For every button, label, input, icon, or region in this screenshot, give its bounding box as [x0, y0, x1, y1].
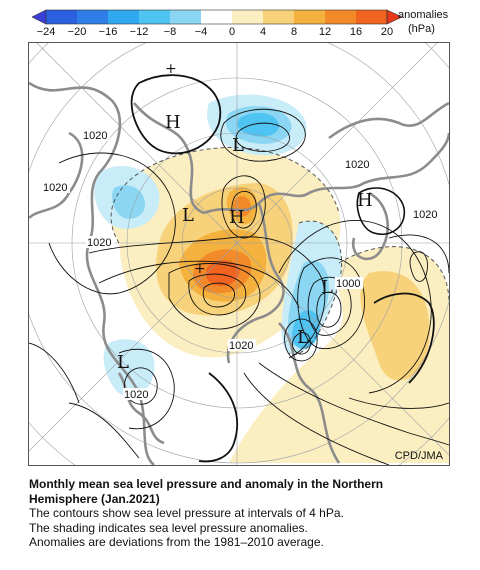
colorbar-arrow-left [32, 9, 47, 25]
colorbar-bin-m8 [170, 10, 201, 24]
high-label: H [165, 112, 181, 133]
tick-label: −16 [98, 26, 118, 38]
colorbar-bin-m16 [108, 10, 139, 24]
center-cross: + [194, 261, 206, 277]
tick-label: 8 [290, 26, 298, 38]
caption-line-3: The contours show sea level pressure at … [29, 506, 344, 520]
isobar-label: 1020 [124, 389, 148, 401]
colorbar-bin-p16 [356, 10, 387, 24]
colorbar-bin-m20 [77, 10, 108, 24]
tick-label: −8 [163, 26, 177, 38]
colorbar-units: anomalies (hPa) [398, 8, 448, 36]
isobar-label: 1020 [43, 182, 67, 194]
colorbar-bin-p8 [294, 10, 325, 24]
isobar-label: 1000 [336, 278, 360, 290]
tick-label: 4 [259, 26, 267, 38]
graticule [29, 43, 449, 465]
tick-label: −4 [194, 26, 208, 38]
isobar-label: 1020 [83, 130, 107, 142]
isobar-label: 1020 [345, 159, 369, 171]
isobar-label: 1020 [87, 237, 111, 249]
low-label: L [321, 277, 333, 298]
anomaly-colorbar [32, 9, 403, 25]
tick-label: 0 [228, 26, 236, 38]
center-cross: + [165, 61, 177, 77]
map-credit: CPD/JMA [394, 450, 443, 462]
tick-label: −20 [67, 26, 87, 38]
low-label: L [117, 352, 129, 373]
zero-anomaly-contours [110, 146, 449, 356]
units-line-1: anomalies [398, 9, 449, 21]
isobars [29, 74, 449, 465]
tick-label: 20 [380, 26, 394, 38]
figure-caption: Monthly mean sea level pressure and anom… [29, 477, 469, 550]
colorbar-bin-m4 [201, 10, 232, 24]
low-label: L [297, 327, 309, 348]
low-label: L [182, 205, 194, 226]
tick-label: −24 [36, 26, 56, 38]
high-label: H [357, 190, 373, 211]
colorbar-bin-p12 [325, 10, 356, 24]
pressure-anomaly-map: H H H L L L L L + + 1020 1020 1020 102 [28, 42, 450, 466]
caption-line-5: Anomalies are deviations from the 1981–2… [29, 535, 324, 549]
caption-line-4: The shading indicates sea level pressure… [29, 520, 308, 535]
caption-title-line-2: Hemisphere (Jan.2021) [29, 491, 160, 506]
caption-title-line-1: Monthly mean sea level pressure and anom… [29, 477, 384, 491]
contour-labels: 1020 1020 1020 1020 1020 1020 1020 1000 [42, 129, 440, 401]
isobar-label: 1020 [229, 340, 253, 352]
high-label: H [229, 207, 245, 228]
colorbar-tick-labels: −24 −20 −16 −12 −8 −4 0 4 8 12 16 20 [0, 26, 480, 40]
tick-label: −12 [129, 26, 149, 38]
low-label: L [232, 135, 244, 156]
pressure-centers: H H H L L L L L + + [117, 61, 373, 373]
tick-label: 16 [349, 26, 363, 38]
units-line-2: (hPa) [408, 23, 435, 35]
colorbar-bin-p4 [263, 10, 294, 24]
tick-label: 12 [318, 26, 332, 38]
colorbar-bin-p0 [232, 10, 263, 24]
colorbar-bin-m24 [46, 10, 77, 24]
colorbar-bin-m12 [139, 10, 170, 24]
isobar-label: 1020 [413, 209, 437, 221]
